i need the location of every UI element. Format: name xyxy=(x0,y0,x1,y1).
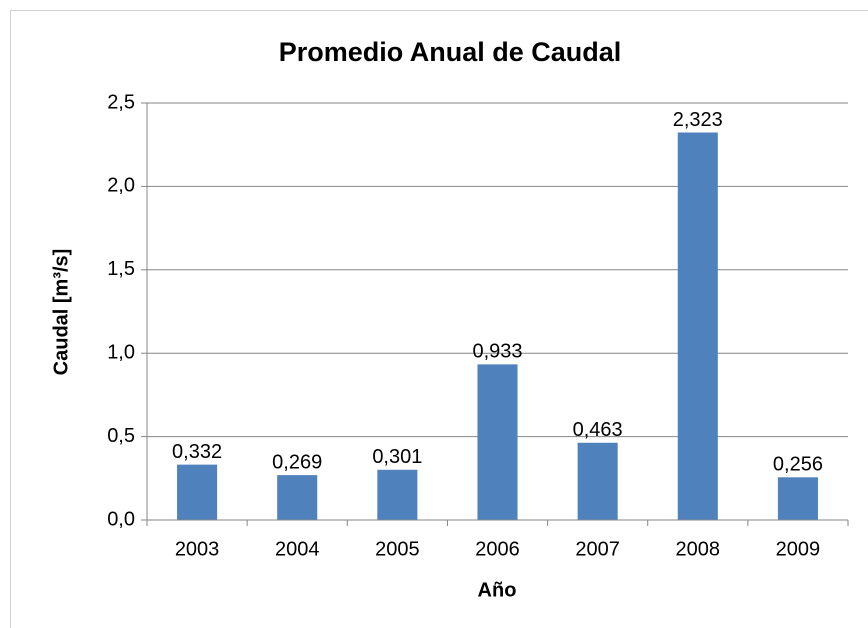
x-tick-label: 2005 xyxy=(375,538,420,560)
chart-frame xyxy=(10,10,868,628)
chart-title: Promedio Anual de Caudal xyxy=(279,37,622,67)
x-tick-label: 2006 xyxy=(475,538,520,560)
x-tick-label: 2009 xyxy=(776,538,821,560)
bar xyxy=(777,477,818,520)
y-tick-label: 2,5 xyxy=(107,91,135,113)
value-label: 0,463 xyxy=(573,419,623,441)
bar xyxy=(277,475,318,520)
value-label: 0,269 xyxy=(272,451,322,473)
bar xyxy=(677,132,718,520)
bar xyxy=(477,364,518,520)
value-label: 2,323 xyxy=(673,109,723,131)
y-tick-label: 0,5 xyxy=(107,425,135,447)
y-tick-label: 2,0 xyxy=(107,175,135,197)
x-tick-label: 2007 xyxy=(575,538,620,560)
y-tick-label: 1,0 xyxy=(107,341,135,363)
value-label: 0,933 xyxy=(472,341,522,363)
y-axis-title: Caudal [m³/s] xyxy=(50,249,72,376)
y-tick-label: 0,0 xyxy=(107,508,135,530)
value-label: 0,256 xyxy=(773,454,823,476)
x-axis-title: Año xyxy=(478,579,517,601)
x-tick-label: 2008 xyxy=(676,538,721,560)
y-tick-label: 1,5 xyxy=(107,258,135,280)
x-tick-label: 2004 xyxy=(275,538,320,560)
value-label: 0,301 xyxy=(372,446,422,468)
x-tick-label: 2003 xyxy=(175,538,220,560)
bar xyxy=(577,442,618,520)
bar xyxy=(377,469,418,520)
value-label: 0,332 xyxy=(172,441,222,463)
bar xyxy=(177,464,218,520)
